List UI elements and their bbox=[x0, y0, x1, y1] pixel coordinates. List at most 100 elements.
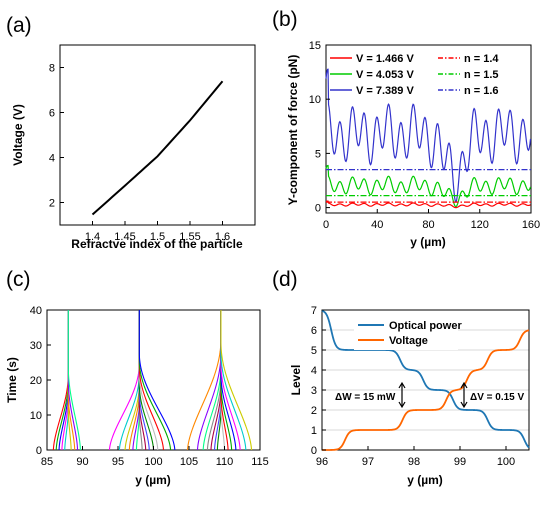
panel-d-xtick-label: 99 bbox=[454, 456, 466, 468]
panel-c-xtick-label: 85 bbox=[41, 456, 53, 468]
panel-c-xlabel: y (µm) bbox=[135, 473, 171, 487]
panel-b-plot bbox=[325, 68, 532, 209]
panel-a-xtick-label: 1.55 bbox=[179, 231, 200, 243]
panel-d-xticks: 96 97 98 99 100 bbox=[316, 446, 515, 468]
panel-b-ytick-label: 5 bbox=[315, 148, 321, 160]
panel-d-series-line bbox=[322, 329, 530, 451]
panel-c-label: (c) bbox=[6, 268, 31, 291]
panel-b-xtick-label: 80 bbox=[422, 219, 434, 231]
panel-d-ylabel: Level bbox=[289, 365, 303, 396]
panel-b-legend-label: V = 7.389 V bbox=[356, 85, 414, 97]
panel-c-yticks: 0 10 20 30 40 bbox=[30, 305, 51, 457]
panel-c-xtick-label: 105 bbox=[180, 456, 198, 468]
panel-b-xtick-label: 120 bbox=[471, 219, 489, 231]
panel-c-plot bbox=[52, 310, 253, 451]
panel-d-ytick-label: 1 bbox=[311, 425, 317, 437]
panel-b-legend-label: V = 4.053 V bbox=[356, 69, 414, 81]
panel-c-trajectory bbox=[220, 310, 241, 451]
panel-d-ytick-label: 4 bbox=[311, 365, 317, 377]
panel-a-axes-box bbox=[59, 44, 256, 226]
panel-a-plot bbox=[91, 80, 224, 216]
panel-c-trajectory bbox=[52, 310, 69, 451]
panel-b-ytick-label: 10 bbox=[309, 94, 321, 106]
panel-b-xtick-label: 40 bbox=[371, 219, 383, 231]
panel-a-yticks: 2 4 6 8 bbox=[49, 63, 64, 210]
panel-d-ytick-label: 3 bbox=[311, 385, 317, 397]
panel-c-xtick-label: 115 bbox=[251, 456, 269, 468]
panel-a-label: (a) bbox=[6, 14, 32, 37]
panel-c-xtick-label: 95 bbox=[112, 456, 124, 468]
panel-d-ytick-label: 6 bbox=[311, 325, 317, 337]
panel-d-ytick-label: 0 bbox=[311, 445, 317, 457]
panel-d-axes-box bbox=[321, 309, 530, 451]
panel-b-ylabel: Y-component of force (pN) bbox=[286, 55, 300, 206]
panel-d-label: (d) bbox=[272, 268, 298, 291]
panel-a-xlabel: Refractve index of the particle bbox=[71, 237, 243, 251]
panel-d-xlabel: y (µm) bbox=[407, 473, 443, 487]
panel-c-xtick-label: 100 bbox=[144, 456, 162, 468]
panel-c-ytick-label: 0 bbox=[36, 445, 42, 457]
panel-c-trajectory bbox=[187, 310, 222, 451]
panel-b-xtick-label: 0 bbox=[323, 219, 329, 231]
panel-b-xtick-label: 160 bbox=[522, 219, 540, 231]
panel-b-ytick-label: 15 bbox=[309, 40, 321, 52]
panel-a-xtick-label: 1.5 bbox=[150, 231, 165, 243]
panel-d-ytick-label: 2 bbox=[311, 405, 317, 417]
panel-a-series-line bbox=[91, 80, 224, 216]
panel-b-force-curve bbox=[325, 164, 532, 208]
panel-b-force-curve bbox=[325, 68, 532, 203]
panel-d-arrowhead bbox=[398, 381, 406, 409]
panel-d-ytick-label: 7 bbox=[311, 305, 317, 317]
panel-b-xticks: 0 40 80 120 160 bbox=[323, 209, 540, 231]
panel-d: (d) 96 97 98 99 100 0 1 2 3 4 5 6 7 Optical power Vo… bbox=[272, 268, 530, 487]
panel-c-ytick-label: 40 bbox=[30, 305, 42, 317]
panel-a-xtick-label: 1.6 bbox=[215, 231, 230, 243]
panel-c-xtick-label: 90 bbox=[76, 456, 88, 468]
panel-a-ytick-label: 2 bbox=[49, 198, 55, 210]
panel-c-trajectory bbox=[220, 310, 253, 451]
panel-a-xtick-label: 1.45 bbox=[114, 231, 135, 243]
panel-c-ytick-label: 10 bbox=[30, 410, 42, 422]
panel-b-legend-label: n = 1.4 bbox=[464, 53, 499, 65]
panel-c-xticks: 85 90 95 100 105 110 115 bbox=[41, 446, 269, 468]
panel-d-annotation-voltage: ΔV = 0.15 V bbox=[470, 392, 524, 403]
panel-d-yticks: 0 1 2 3 4 5 6 7 bbox=[311, 305, 326, 457]
panel-c-ylabel: Time (s) bbox=[5, 357, 19, 403]
panel-d-xtick-label: 100 bbox=[497, 456, 515, 468]
panel-a-xticks: 1.4 1.45 1.5 1.55 1.6 bbox=[85, 221, 230, 243]
panel-a-ylabel: Voltage (V) bbox=[11, 104, 25, 166]
panel-d-xtick-label: 97 bbox=[362, 456, 374, 468]
panel-b-legend: V = 1.466 V n = 1.4 V = 4.053 V n = 1.5 V = … bbox=[330, 53, 499, 97]
panel-b-legend-label: n = 1.5 bbox=[464, 69, 499, 81]
panel-b-label: (b) bbox=[272, 8, 298, 31]
panel-d-legend-label: Optical power bbox=[389, 320, 462, 332]
panel-b-legend-label: n = 1.6 bbox=[464, 85, 499, 97]
panel-c-ytick-label: 30 bbox=[30, 340, 42, 352]
panel-d-legend: Optical power Voltage bbox=[354, 316, 462, 350]
panel-d-legend-box bbox=[354, 316, 458, 350]
panel-b-ytick-label: 0 bbox=[315, 203, 321, 215]
panel-c-ytick-label: 20 bbox=[30, 375, 42, 387]
panel-c-trajectory bbox=[138, 310, 155, 451]
panel-a-xtick-label: 1.4 bbox=[85, 231, 100, 243]
panel-d-ytick-label: 5 bbox=[311, 345, 317, 357]
panel-d-legend-label: Voltage bbox=[389, 335, 428, 347]
panel-b-xlabel: y (µm) bbox=[410, 235, 446, 249]
panel-b-legend-label: V = 1.466 V bbox=[356, 53, 414, 65]
panel-c-xtick-label: 110 bbox=[216, 456, 234, 468]
panel-b-force-curve bbox=[325, 200, 531, 209]
panel-a-ytick-label: 6 bbox=[49, 108, 55, 120]
panel-c-trajectory bbox=[202, 310, 222, 451]
panel-d-xtick-label: 98 bbox=[408, 456, 420, 468]
panel-a-ytick-label: 8 bbox=[49, 63, 55, 75]
panel-d-annotations: ΔW = 15 mW ΔV = 0.15 V bbox=[335, 381, 524, 409]
panel-d-annotation-power: ΔW = 15 mW bbox=[335, 392, 396, 403]
panel-a: (a) 1.4 1.45 1.5 1.55 1.6 2 4 6 8 Refractve ind… bbox=[6, 14, 256, 251]
panel-a-ytick-label: 4 bbox=[49, 153, 55, 165]
panel-c-trajectory bbox=[138, 310, 176, 451]
panel-c-trajectory bbox=[67, 310, 81, 451]
panel-d-xtick-label: 96 bbox=[316, 456, 328, 468]
panel-b-yticks: 0 5 10 15 bbox=[309, 40, 330, 215]
